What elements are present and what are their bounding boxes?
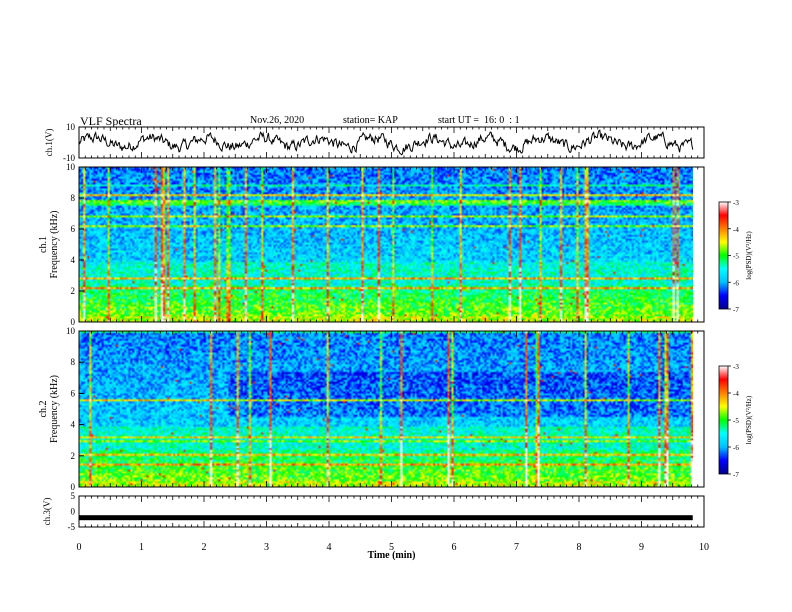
spectrogram-ytick-label: 10 bbox=[66, 162, 76, 172]
colorbar-tick-label: -7 bbox=[733, 306, 739, 314]
ch3-ytick-label: -5 bbox=[68, 522, 76, 532]
spectrogram-ytick-label: 2 bbox=[71, 451, 76, 461]
colorbar-tick-label: -6 bbox=[733, 444, 739, 452]
spectrogram-ylabel-frequency: Frequency (kHz) bbox=[49, 210, 60, 278]
colorbar-tick-label: -3 bbox=[733, 199, 739, 207]
colorbar-tick-label: -5 bbox=[733, 417, 739, 425]
ch3-ytick-label: 5 bbox=[71, 491, 76, 501]
colorbar-tick-label: -5 bbox=[733, 253, 739, 261]
spectrogram-ytick-label: 0 bbox=[71, 317, 76, 327]
station-label: station= KAP bbox=[343, 115, 398, 126]
ch1-ytick-label: -10 bbox=[63, 153, 75, 163]
figure-title: VLF Spectra bbox=[80, 114, 142, 128]
spectrogram-ytick-label: 6 bbox=[71, 224, 76, 234]
spectrogram-ytick-label: 2 bbox=[71, 286, 76, 296]
spectrogram-ylabel-channel: ch.1 bbox=[38, 236, 49, 253]
colorbar bbox=[718, 365, 729, 475]
x-tick-label: 1 bbox=[139, 542, 144, 553]
x-tick-label: 0 bbox=[77, 542, 82, 553]
colorbar-tick-label: -4 bbox=[733, 226, 739, 234]
spectrogram-ytick-label: 10 bbox=[66, 326, 76, 336]
x-tick-label: 7 bbox=[514, 542, 519, 553]
x-tick-label: 6 bbox=[452, 542, 457, 553]
x-tick-label: 9 bbox=[639, 542, 644, 553]
x-tick-label: 2 bbox=[202, 542, 207, 553]
colorbar-label: log(PSD)(V²/Hz) bbox=[745, 395, 753, 444]
ch2-spectrogram-image bbox=[79, 331, 693, 487]
spectrogram-ytick-label: 0 bbox=[71, 482, 76, 492]
ch3-trace bbox=[79, 515, 693, 521]
ch1-ytick-label: 10 bbox=[66, 122, 76, 132]
ch3-ytick-label: 0 bbox=[71, 507, 76, 517]
ch1-trace bbox=[78, 129, 694, 156]
spectrogram-ytick-label: 4 bbox=[71, 420, 76, 430]
spectrogram-ytick-label: 8 bbox=[71, 193, 76, 203]
start-time-label: start UT = 16: 0 : 1 bbox=[438, 115, 520, 126]
ch3-ylabel: ch.3(V) bbox=[42, 498, 52, 526]
ch1-ylabel: ch.1(V) bbox=[44, 129, 54, 157]
x-tick-label: 3 bbox=[264, 542, 269, 553]
date-label: Nov.26, 2020 bbox=[250, 115, 305, 126]
x-axis-label: Time (min) bbox=[368, 550, 416, 561]
colorbar-tick-label: -6 bbox=[733, 279, 739, 287]
x-tick-label: 5 bbox=[389, 542, 394, 553]
colorbar-tick-label: -4 bbox=[733, 390, 739, 398]
spectrogram-ylabel-frequency: Frequency (kHz) bbox=[49, 375, 60, 443]
colorbar-label: log(PSD)(V²/Hz) bbox=[745, 231, 753, 280]
x-tick-label: 10 bbox=[699, 542, 709, 553]
spectrogram-ytick-label: 8 bbox=[71, 357, 76, 367]
spectrogram-ylabel-channel: ch.2 bbox=[38, 401, 49, 418]
colorbar bbox=[718, 201, 729, 310]
x-tick-label: 8 bbox=[577, 542, 582, 553]
x-tick-label: 4 bbox=[327, 542, 332, 553]
spectrogram-ytick-label: 6 bbox=[71, 388, 76, 398]
colorbar-tick-label: -3 bbox=[733, 363, 739, 371]
ch1-spectrogram-image bbox=[79, 167, 693, 322]
colorbar-tick-label: -7 bbox=[733, 471, 739, 479]
spectrogram-ytick-label: 4 bbox=[71, 255, 76, 265]
